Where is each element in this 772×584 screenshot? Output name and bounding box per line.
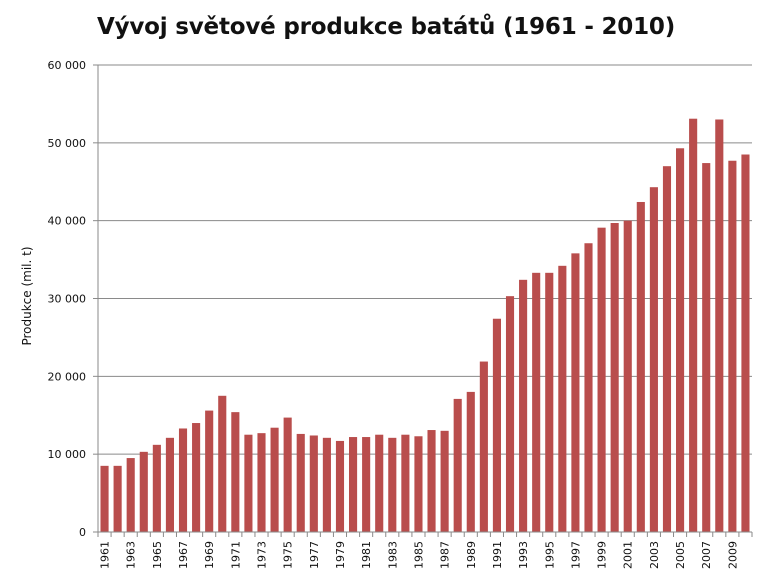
bar-1968 [192,423,201,532]
bar-1991 [492,318,501,532]
bar-1961 [100,465,109,532]
bar-1969 [205,410,214,532]
bar-1988 [453,398,462,532]
x-tick-label: 1985 [412,541,425,569]
x-tick-label: 2005 [674,541,687,569]
x-tick-label: 1963 [125,541,138,569]
bar-2005 [676,148,685,532]
x-tick-label: 1965 [151,541,164,569]
bar-1963 [126,458,135,532]
x-tick-label: 1983 [386,541,399,569]
bar-1975 [283,417,292,532]
bar-2009 [728,160,737,533]
bar-1987 [440,430,449,532]
bar-2006 [689,118,698,532]
bar-2003 [649,187,658,532]
bar-1984 [401,434,410,532]
y-tick-label: 10 000 [48,448,87,461]
bar-1966 [165,437,174,532]
x-tick-label: 2009 [726,541,739,569]
x-tick-label: 1981 [360,541,373,569]
bar-2010 [741,154,750,532]
x-tick-label: 1987 [439,541,452,569]
x-tick-label: 1991 [491,541,504,569]
bar-1997 [571,253,580,532]
y-tick-label: 40 000 [48,215,87,228]
x-tick-label: 2003 [648,541,661,569]
bar-1974 [270,427,279,532]
y-tick-label: 60 000 [48,59,87,72]
y-axis-label: Produkce (mil. t) [20,246,34,345]
x-tick-label: 1973 [256,541,269,569]
bar-1992 [505,296,515,532]
x-tick-label: 1977 [308,541,321,569]
x-tick-label: 1993 [517,541,530,569]
bar-1962 [113,465,122,532]
bar-1971 [231,412,240,532]
bar-1990 [479,361,488,532]
x-tick-label: 1961 [99,541,112,569]
bar-2008 [715,119,724,532]
bar-1979 [335,440,345,532]
x-tick-label: 2007 [700,541,713,569]
x-tick-label: 1997 [569,541,582,569]
y-tick-label: 50 000 [48,137,87,150]
bar-1970 [218,395,227,532]
y-tick-label: 30 000 [48,293,87,306]
bar-1985 [414,436,423,532]
bar-1994 [532,272,541,532]
x-tick-label: 1979 [334,541,347,569]
x-tick-label: 1995 [543,541,556,569]
bar-1989 [466,391,475,532]
chart-title: Vývoj světové produkce batátů (1961 - 20… [96,14,676,40]
bar-1976 [296,433,305,532]
bar-1998 [584,243,593,532]
y-tick-label: 20 000 [48,370,87,383]
bar-1978 [322,437,331,532]
bar-1996 [558,265,567,532]
x-tick-label: 1975 [282,541,295,569]
bar-1972 [244,434,253,532]
x-tick-label: 1999 [596,541,609,569]
bar-2001 [623,220,632,532]
bar-1993 [519,279,528,532]
bar-1981 [362,437,371,532]
x-tick-label: 2001 [622,541,635,569]
x-tick-label: 1971 [229,541,242,569]
bar-1986 [427,430,436,532]
bar-1965 [152,444,161,532]
x-tick-label: 1969 [203,541,216,569]
bar-2004 [662,166,672,532]
bar-2000 [610,223,619,533]
bar-1967 [178,428,188,532]
bar-1982 [375,434,384,532]
x-tick-label: 1989 [465,541,478,569]
bar-1995 [545,272,554,532]
bar-1983 [388,437,397,532]
bar-1999 [597,227,606,532]
bar-1980 [349,437,358,532]
y-tick-label: 0 [79,526,86,539]
x-tick-label: 1967 [177,541,190,569]
bar-1964 [139,451,148,532]
bar-1977 [309,435,318,532]
bar-2007 [702,163,711,532]
bar-2002 [636,201,645,532]
bar-1973 [257,433,266,532]
